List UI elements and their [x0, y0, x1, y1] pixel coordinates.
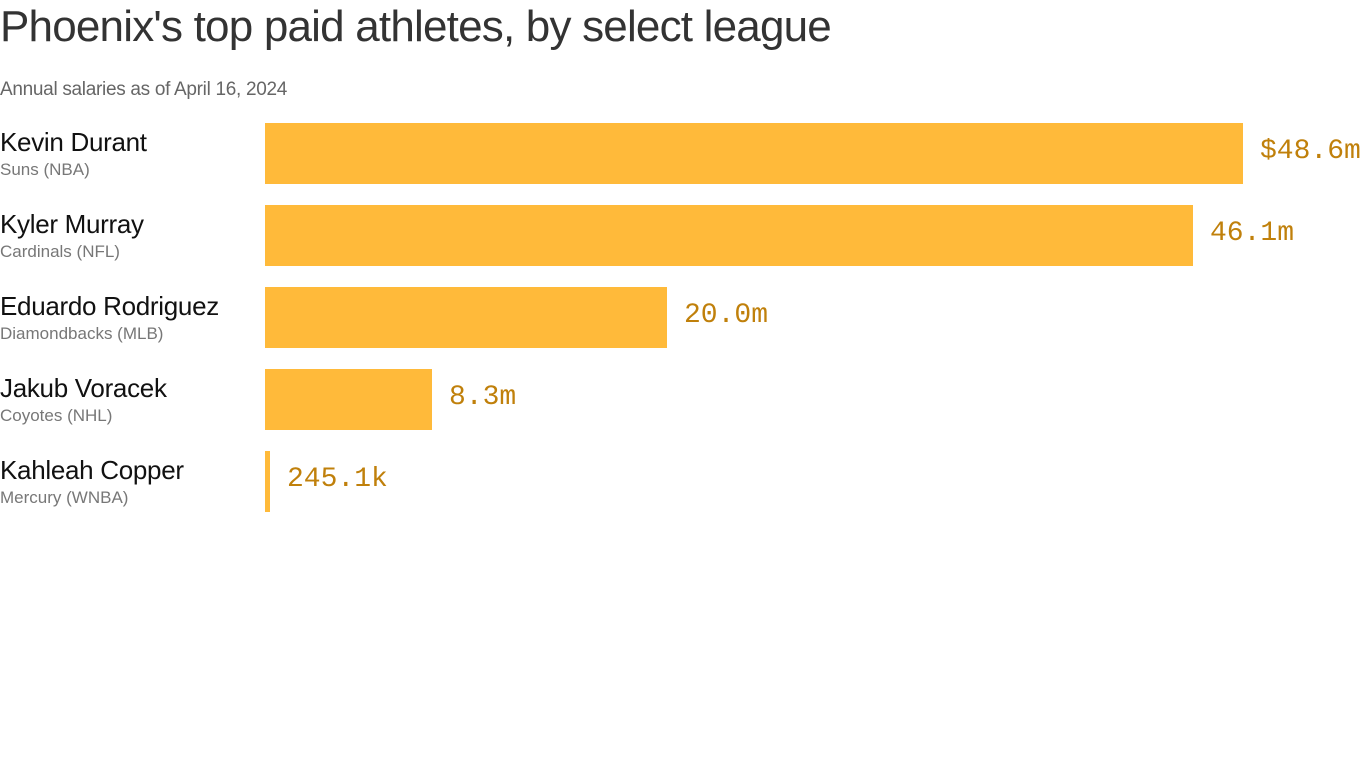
bar-row: Jakub Voracek Coyotes (NHL) 8.3m: [0, 369, 1366, 431]
athlete-team: Diamondbacks (MLB): [0, 324, 164, 343]
salary-bar: [265, 287, 667, 348]
bar-row: Kyler Murray Cardinals (NFL) 46.1m: [0, 205, 1366, 267]
chart-title: Phoenix's top paid athletes, by select l…: [0, 2, 832, 51]
salary-value-label: $48.6m: [1260, 136, 1361, 167]
athlete-name: Kyler Murray: [0, 209, 144, 239]
salary-value-label: 46.1m: [1210, 218, 1295, 249]
athlete-name: Jakub Voracek: [0, 373, 167, 403]
salary-bar: [265, 451, 270, 512]
athlete-team: Cardinals (NFL): [0, 242, 120, 261]
bar-row: Kahleah Copper Mercury (WNBA) 245.1k: [0, 451, 1366, 513]
salary-value-label: 245.1k: [287, 464, 388, 495]
salary-bar: [265, 123, 1243, 184]
athlete-team: Suns (NBA): [0, 160, 90, 179]
salary-value-label: 8.3m: [449, 382, 517, 413]
bar-row: Eduardo Rodriguez Diamondbacks (MLB) 20.…: [0, 287, 1366, 349]
athlete-name: Kahleah Copper: [0, 455, 184, 485]
salary-bar: [265, 369, 432, 430]
salary-value-label: 20.0m: [684, 300, 769, 331]
chart-subtitle: Annual salaries as of April 16, 2024: [0, 79, 288, 100]
athlete-team: Coyotes (NHL): [0, 406, 113, 425]
bar-row: Kevin Durant Suns (NBA) $48.6m: [0, 123, 1366, 185]
athlete-name: Kevin Durant: [0, 127, 147, 157]
athlete-name: Eduardo Rodriguez: [0, 291, 219, 321]
salary-bar: [265, 205, 1193, 266]
athlete-team: Mercury (WNBA): [0, 488, 129, 507]
